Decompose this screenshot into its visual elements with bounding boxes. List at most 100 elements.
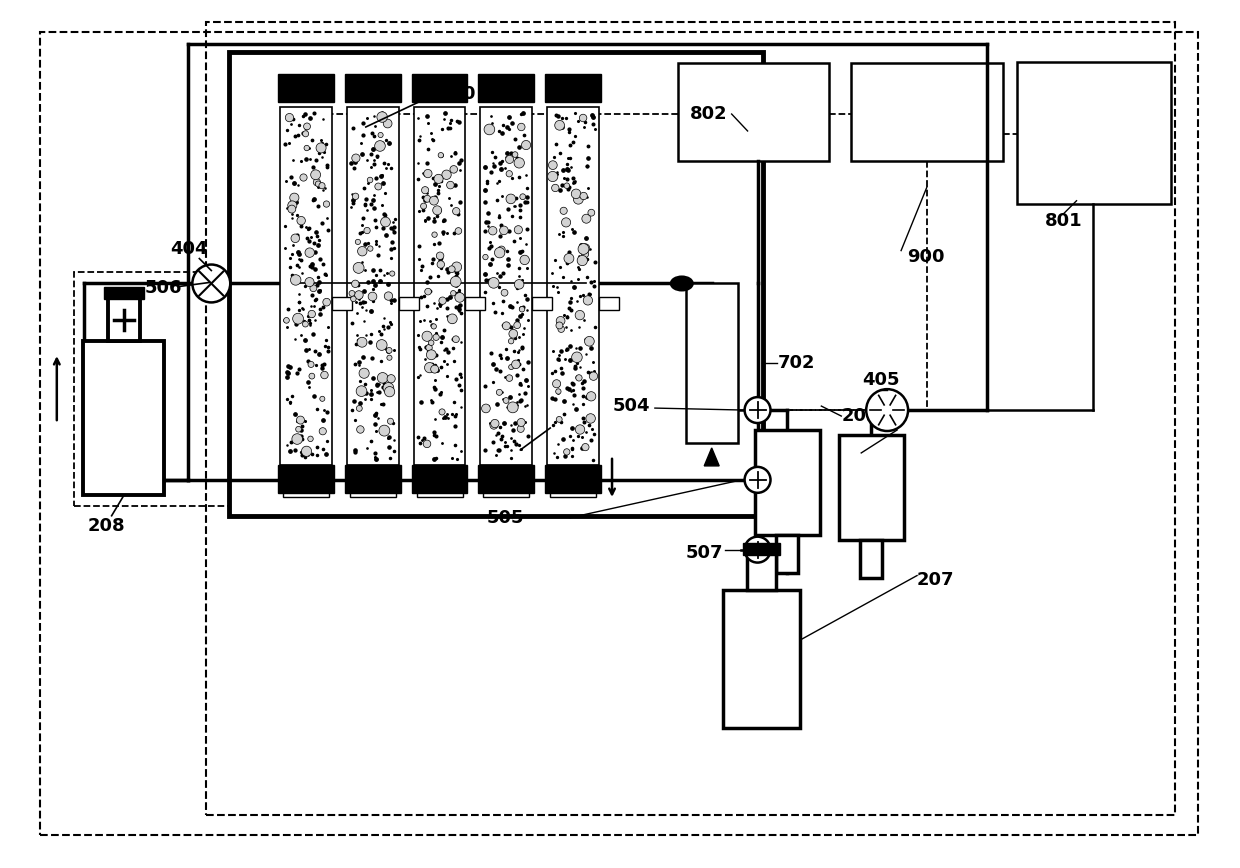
Circle shape	[450, 291, 456, 296]
Circle shape	[433, 206, 441, 214]
Text: 702: 702	[777, 354, 815, 372]
Bar	[104, 287, 144, 299]
Bar	[465, 298, 485, 311]
Circle shape	[429, 340, 434, 345]
Text: 405: 405	[862, 372, 900, 389]
Circle shape	[305, 248, 315, 257]
Circle shape	[744, 467, 770, 493]
Text: 507: 507	[686, 543, 723, 562]
Circle shape	[384, 292, 393, 300]
Bar	[678, 63, 830, 161]
Circle shape	[553, 379, 560, 388]
Bar	[776, 535, 799, 573]
Text: 304: 304	[552, 421, 590, 439]
Circle shape	[314, 179, 320, 186]
Bar	[861, 540, 882, 577]
Circle shape	[301, 446, 311, 457]
Circle shape	[512, 152, 518, 157]
Bar	[345, 465, 401, 493]
Circle shape	[501, 289, 508, 296]
Circle shape	[496, 390, 502, 395]
Circle shape	[506, 171, 512, 177]
Circle shape	[367, 246, 373, 251]
Circle shape	[377, 372, 388, 383]
Circle shape	[508, 330, 517, 339]
Bar	[723, 590, 801, 728]
Bar	[412, 465, 467, 493]
Bar	[851, 63, 1003, 161]
Circle shape	[424, 363, 435, 372]
Text: 504: 504	[613, 397, 650, 415]
Circle shape	[491, 419, 498, 428]
Circle shape	[560, 207, 567, 214]
Circle shape	[497, 246, 505, 253]
Text: 205: 205	[841, 407, 879, 425]
Text: 207: 207	[918, 570, 955, 589]
Circle shape	[578, 244, 589, 254]
Circle shape	[324, 201, 330, 207]
Circle shape	[584, 337, 594, 346]
Circle shape	[387, 355, 392, 360]
Circle shape	[303, 321, 309, 327]
Circle shape	[384, 386, 394, 397]
Bar	[686, 284, 738, 443]
Circle shape	[386, 347, 392, 353]
Circle shape	[513, 322, 521, 329]
Bar	[417, 467, 463, 496]
Circle shape	[453, 207, 460, 215]
Circle shape	[500, 226, 508, 234]
Circle shape	[316, 143, 326, 153]
Circle shape	[439, 409, 445, 415]
Circle shape	[285, 114, 294, 122]
Circle shape	[296, 216, 305, 225]
Circle shape	[455, 293, 465, 302]
Circle shape	[582, 444, 589, 450]
Circle shape	[564, 253, 574, 263]
Bar	[283, 467, 329, 496]
Circle shape	[348, 291, 355, 296]
Circle shape	[381, 217, 391, 227]
Bar	[83, 341, 165, 496]
Circle shape	[356, 385, 367, 397]
Bar	[206, 23, 1176, 815]
Text: 206: 206	[862, 450, 899, 469]
Circle shape	[450, 276, 461, 287]
Circle shape	[520, 306, 525, 312]
Circle shape	[363, 227, 371, 233]
Circle shape	[378, 133, 383, 138]
Circle shape	[482, 254, 489, 260]
Circle shape	[424, 195, 430, 202]
Circle shape	[422, 332, 433, 341]
Circle shape	[300, 174, 308, 181]
Bar	[484, 467, 529, 496]
Circle shape	[867, 389, 908, 431]
Circle shape	[303, 131, 309, 137]
Circle shape	[288, 201, 296, 210]
Circle shape	[352, 193, 358, 200]
Circle shape	[495, 247, 505, 258]
Circle shape	[448, 314, 458, 324]
Circle shape	[429, 196, 439, 205]
Circle shape	[744, 398, 770, 423]
Circle shape	[360, 368, 370, 378]
Circle shape	[517, 425, 525, 432]
Bar	[412, 74, 467, 102]
Circle shape	[512, 360, 521, 369]
Circle shape	[296, 416, 305, 424]
Circle shape	[357, 425, 365, 433]
Circle shape	[554, 121, 564, 130]
Circle shape	[490, 421, 497, 429]
Circle shape	[288, 205, 296, 213]
Circle shape	[587, 391, 596, 401]
Circle shape	[522, 141, 531, 149]
Circle shape	[515, 158, 525, 168]
Circle shape	[377, 339, 387, 351]
Circle shape	[420, 203, 427, 209]
Circle shape	[284, 318, 289, 323]
Circle shape	[321, 372, 329, 378]
Circle shape	[356, 240, 361, 245]
Bar	[73, 272, 236, 506]
Circle shape	[432, 232, 438, 237]
Circle shape	[377, 112, 387, 122]
Ellipse shape	[671, 277, 693, 291]
